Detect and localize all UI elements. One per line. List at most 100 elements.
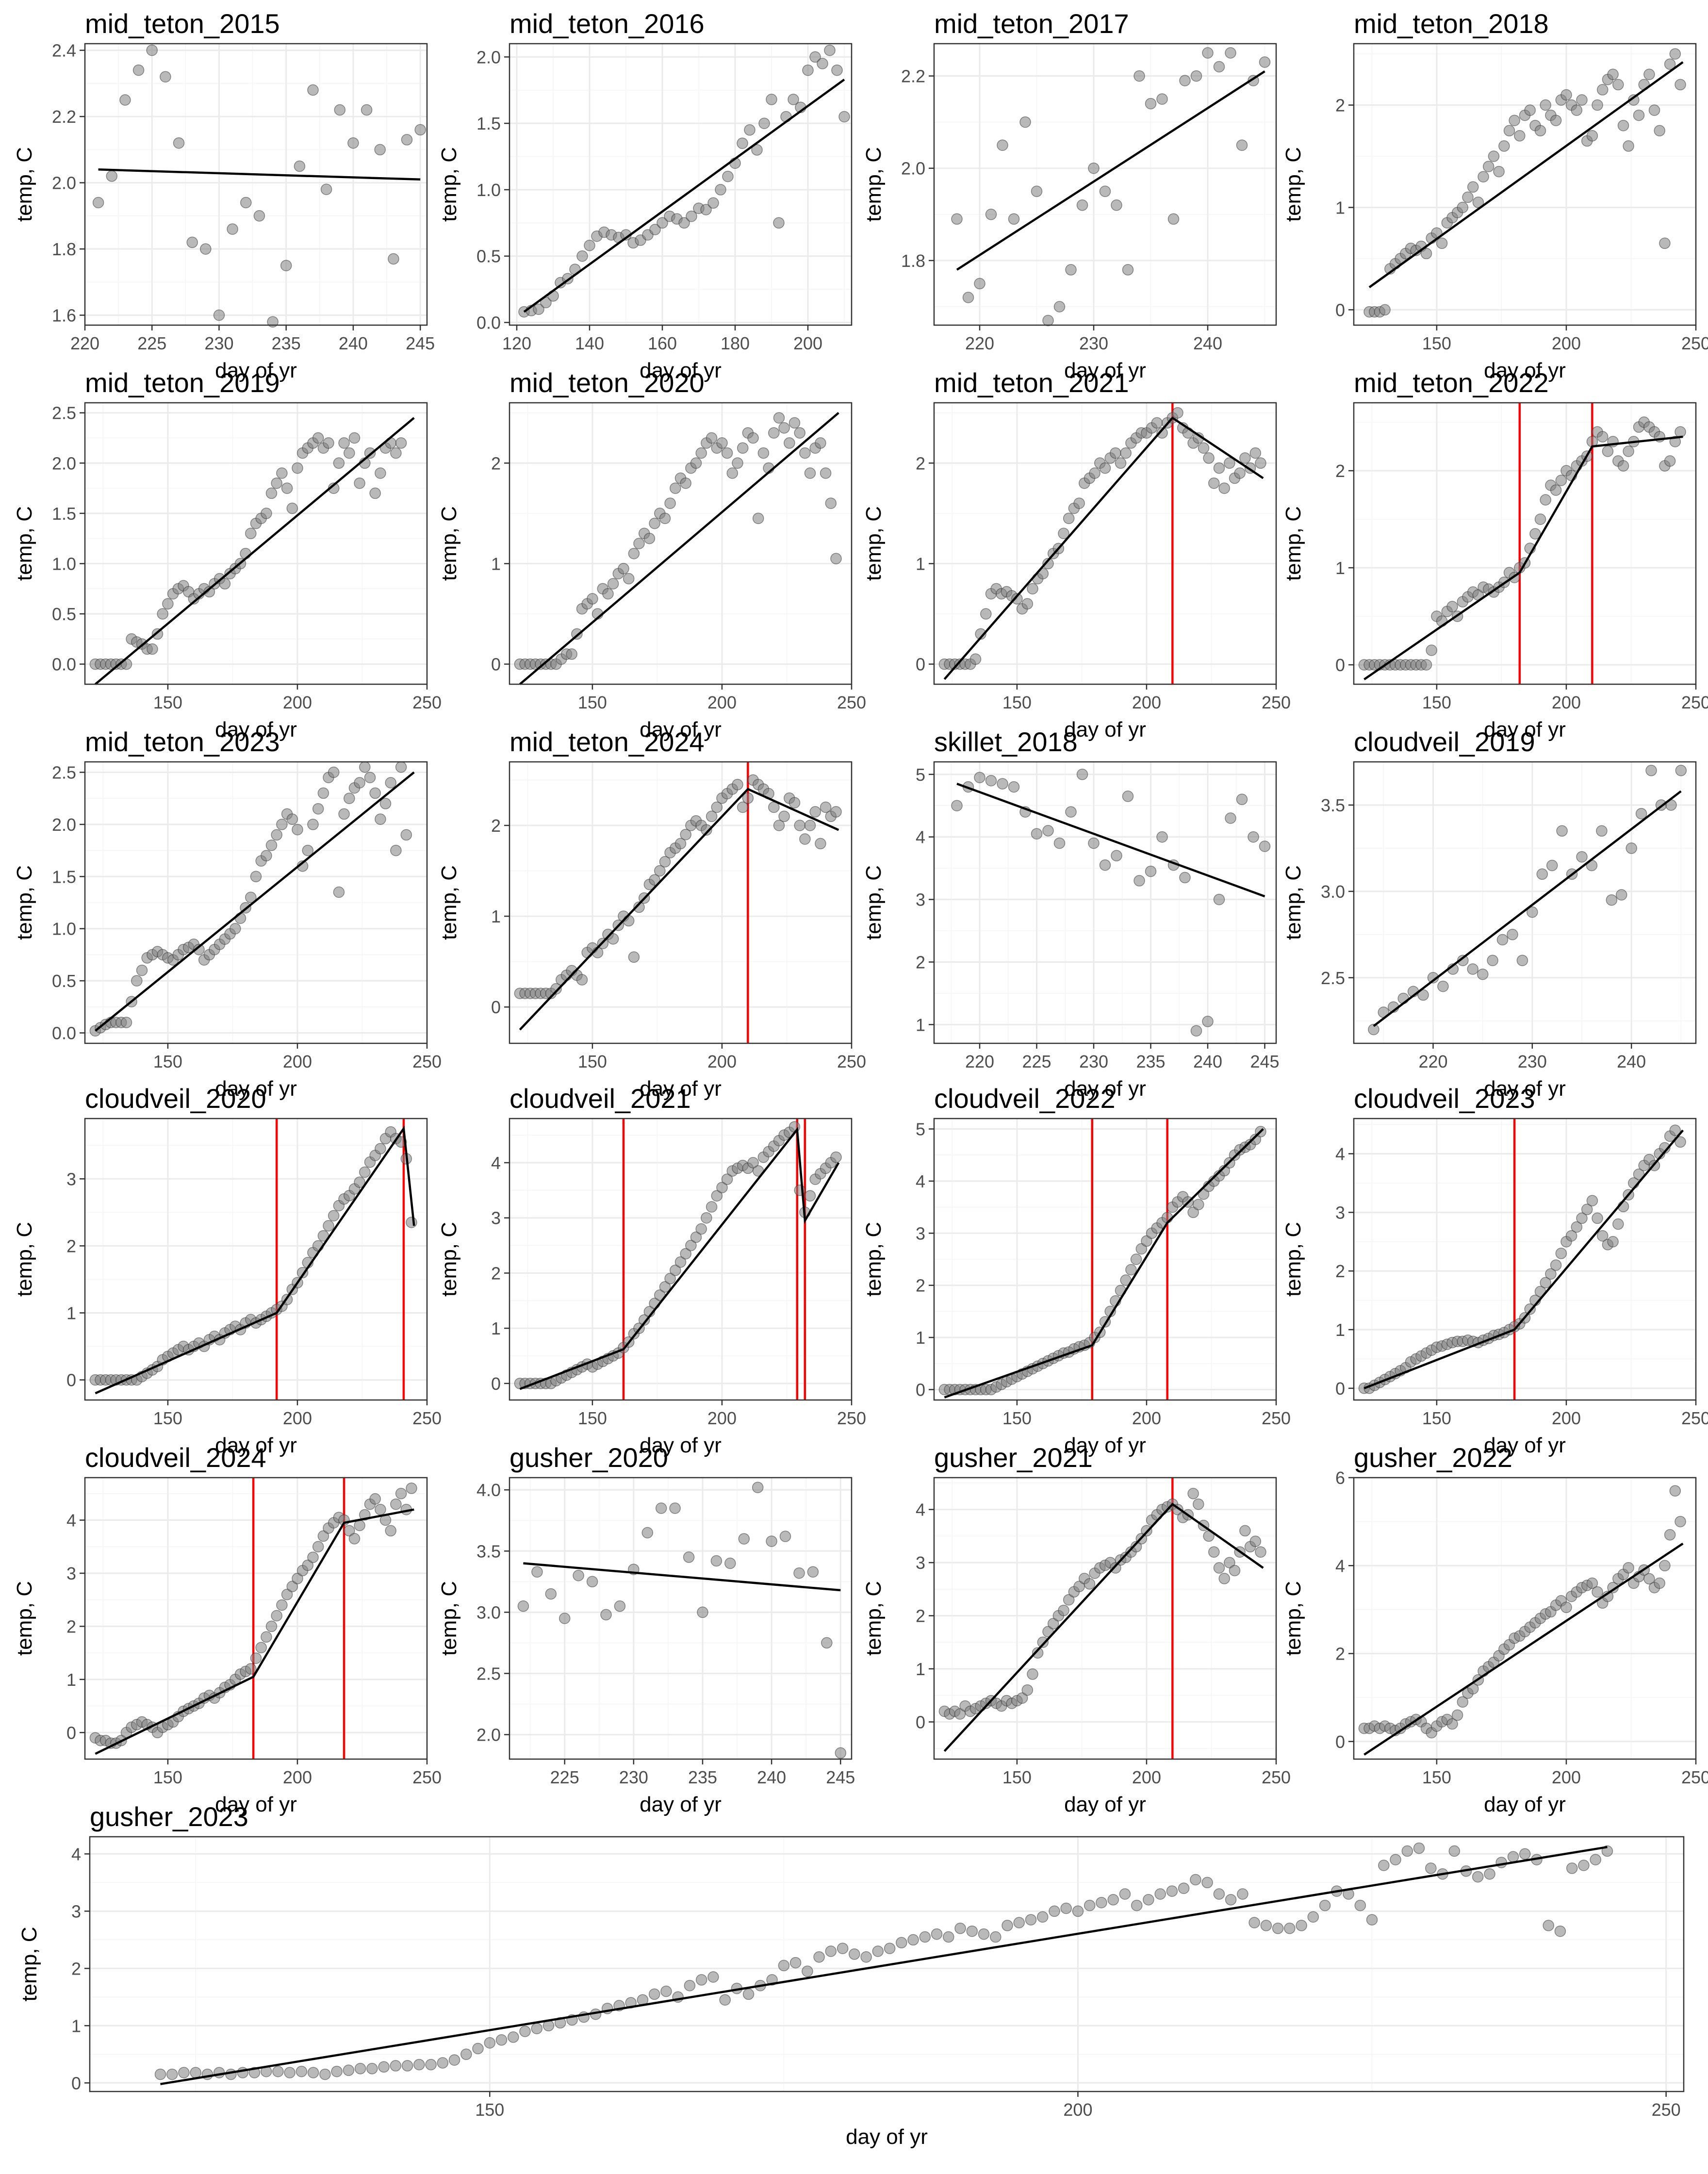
data-point: [261, 1631, 272, 1643]
data-point: [1145, 865, 1157, 877]
y-axis-label: temp, C: [1281, 506, 1305, 581]
data-point: [1354, 1899, 1366, 1911]
data-point: [359, 1166, 371, 1178]
data-point: [1496, 934, 1509, 946]
data-point: [406, 1217, 417, 1228]
data-point: [1260, 1920, 1272, 1931]
data-point: [670, 482, 681, 494]
plot-background: [85, 44, 427, 325]
data-point: [1592, 99, 1603, 111]
x-axis-label: day of yr: [640, 1793, 722, 1816]
data-point: [1550, 484, 1562, 496]
y-tick-label: 3.5: [476, 1541, 501, 1561]
data-point: [584, 240, 595, 251]
y-tick-label: 2: [916, 1276, 925, 1296]
data-point: [375, 1143, 386, 1154]
data-point: [1669, 1485, 1681, 1497]
data-point: [333, 457, 345, 469]
data-point: [1284, 1923, 1296, 1934]
y-tick-label: 1: [916, 1328, 925, 1348]
y-tick-label: 2.0: [52, 173, 76, 193]
y-tick-label: 2.5: [52, 762, 76, 782]
x-tick-label: 225: [137, 333, 166, 353]
data-point: [815, 437, 826, 449]
y-tick-label: 4: [1335, 1556, 1345, 1576]
data-point: [896, 1937, 907, 1949]
y-tick-label: 2: [491, 1263, 501, 1283]
y-tick-label: 3: [71, 1901, 81, 1921]
data-point: [406, 1482, 417, 1494]
data-point: [1555, 1248, 1567, 1259]
data-point: [213, 309, 225, 321]
x-tick-label: 150: [578, 1052, 607, 1071]
data-point: [227, 223, 238, 235]
data-point: [1390, 1854, 1401, 1865]
data-point: [1607, 1236, 1619, 1248]
data-point: [1076, 199, 1088, 211]
x-tick-label: 150: [578, 692, 607, 712]
data-point: [1545, 1268, 1557, 1280]
data-point: [680, 828, 691, 840]
data-point: [1413, 1842, 1425, 1854]
data-point: [804, 1190, 816, 1202]
y-tick-label: 2: [491, 453, 501, 473]
x-tick-label: 250: [837, 1052, 866, 1071]
panel-title: cloudveil_2020: [85, 1083, 266, 1114]
data-point: [292, 462, 303, 474]
data-point: [1042, 558, 1054, 570]
data-point: [849, 1948, 860, 1960]
panel-border: [1353, 1118, 1697, 1401]
panel-border: [933, 1477, 1277, 1760]
data-point: [1236, 793, 1248, 806]
data-point: [1675, 426, 1686, 438]
data-point: [1635, 807, 1647, 820]
data-point: [545, 1588, 557, 1600]
x-tick-label: 150: [1422, 1767, 1451, 1787]
panel-title: mid_teton_2023: [85, 726, 280, 757]
y-tick-label: 2.2: [52, 107, 76, 127]
y-tick-label: 3: [66, 1169, 76, 1189]
data-point: [1187, 1206, 1199, 1219]
y-tick-label: 2.5: [1321, 968, 1345, 988]
y-tick-label: 2.5: [476, 1663, 501, 1683]
plot-background: [934, 403, 1276, 684]
x-tick-label: 150: [1002, 692, 1032, 712]
data-point: [1590, 1854, 1601, 1865]
x-tick-label: 120: [502, 333, 531, 353]
data-point: [1654, 1577, 1665, 1589]
data-point: [837, 1943, 849, 1954]
data-point: [307, 2067, 319, 2078]
data-point: [307, 1551, 319, 1563]
data-point: [802, 1965, 813, 1977]
panel-title: cloudveil_2023: [1354, 1083, 1535, 1114]
data-point: [437, 2057, 449, 2069]
x-tick-label: 200: [707, 692, 737, 712]
data-point: [375, 813, 386, 825]
data-point: [1623, 140, 1634, 152]
x-axis-label: day of yr: [640, 359, 722, 382]
data-point: [1566, 1862, 1578, 1874]
x-axis-label: day of yr: [846, 2125, 928, 2149]
y-tick-label: 0: [1335, 300, 1345, 320]
data-point: [1482, 161, 1494, 172]
y-tick-label: 3: [66, 1564, 76, 1583]
y-tick-label: 0.0: [476, 313, 501, 333]
data-point: [338, 437, 350, 449]
data-point: [1571, 1221, 1583, 1233]
data-point: [1446, 601, 1458, 612]
panel-mid-teton-2016: 120 140 160 180 200 0.0 0.5 1.0 1.5 2.0 mid_teton_…: [437, 8, 853, 382]
data-point: [1156, 427, 1168, 439]
data-point: [674, 838, 687, 850]
data-point: [323, 437, 334, 449]
panel-border: [933, 761, 1277, 1044]
data-point: [638, 1314, 650, 1326]
data-point: [284, 2067, 296, 2078]
x-tick-label: 230: [1079, 1052, 1108, 1071]
data-point: [378, 2061, 390, 2073]
x-tick-label: 245: [406, 333, 435, 353]
y-axis-label: temp, C: [13, 865, 36, 940]
x-axis-label: day of yr: [640, 718, 722, 741]
x-axis-label: day of yr: [1064, 718, 1146, 741]
